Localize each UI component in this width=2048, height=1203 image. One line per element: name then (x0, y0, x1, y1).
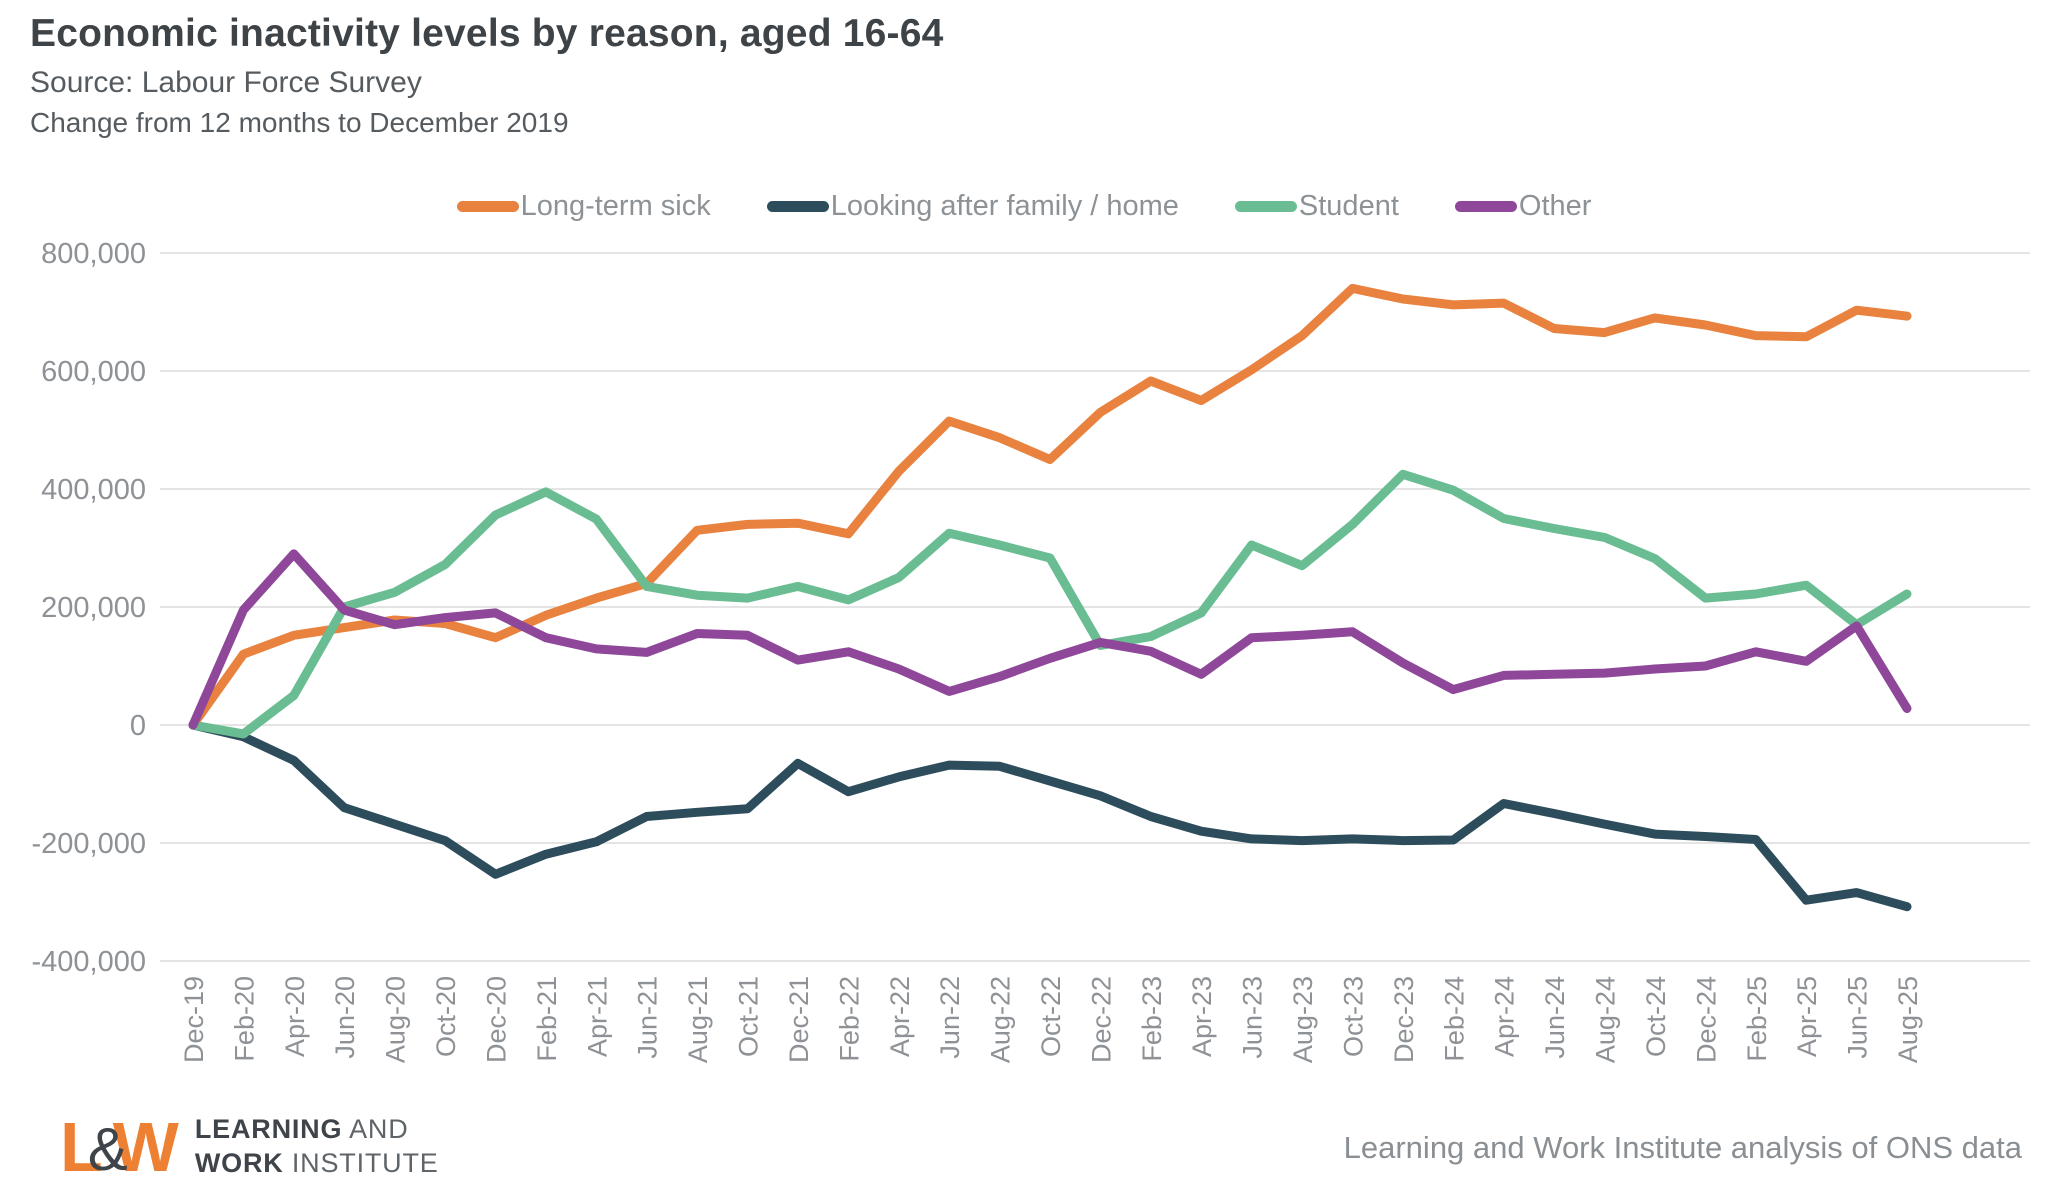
series-line-looking-after-family-home (188, 720, 1912, 912)
x-axis-label: Dec-24 (1691, 976, 1721, 1063)
legend-item-other: Other (1454, 190, 1592, 223)
x-axis-label: Feb-23 (1137, 976, 1167, 1062)
logo-letter-w: W (112, 1108, 179, 1186)
logo-line2-strong: WORK (194, 1148, 284, 1178)
x-axis-label: Oct-23 (1338, 976, 1368, 1057)
y-axis-label: -400,000 (32, 946, 147, 978)
x-axis-label: Jun-25 (1843, 976, 1873, 1059)
x-axis-label: Aug-25 (1893, 976, 1923, 1063)
legend-label: Other (1518, 190, 1592, 222)
x-axis-label: Apr-24 (1490, 976, 1520, 1057)
x-axis-label: Apr-21 (582, 976, 612, 1057)
logo-letter-l: L (60, 1108, 103, 1186)
x-axis-label: Aug-20 (381, 976, 411, 1063)
x-axis-label: Dec-23 (1389, 976, 1419, 1063)
x-axis-label: Apr-23 (1187, 976, 1217, 1057)
x-axis-label: Aug-24 (1591, 976, 1621, 1063)
page-title: Economic inactivity levels by reason, ag… (30, 12, 944, 55)
legend-item-student: Student (1234, 190, 1399, 223)
y-axis-label: -200,000 (32, 828, 147, 860)
y-axis-label: 0 (130, 710, 146, 742)
x-axis-label: Oct-20 (431, 976, 461, 1057)
x-axis-label: Feb-25 (1742, 976, 1772, 1062)
x-axis-label: Apr-20 (280, 976, 310, 1057)
x-axis-label: Apr-25 (1792, 976, 1822, 1057)
y-axis-label: 200,000 (41, 592, 146, 624)
x-axis-label: Feb-21 (532, 976, 562, 1062)
x-axis-label: Aug-21 (683, 976, 713, 1063)
legend-item-looking-after-family-home: Looking after family / home (766, 190, 1179, 223)
y-axis-label: 400,000 (41, 474, 146, 506)
series-line-student (188, 469, 1912, 739)
x-axis-label: Dec-21 (784, 976, 814, 1063)
legend-swatch-long-term-sick (456, 201, 519, 212)
logo-line1-light: AND (342, 1114, 409, 1145)
legend-label: Looking after family / home (830, 190, 1179, 222)
legend-item-long-term-sick: Long-term sick (456, 190, 711, 223)
x-axis-label: Aug-22 (986, 976, 1016, 1063)
y-axis-label: 600,000 (41, 356, 146, 388)
x-axis-label: Aug-23 (1288, 976, 1318, 1063)
x-axis-label: Jun-23 (1238, 976, 1268, 1059)
x-axis-label: Jun-24 (1540, 976, 1570, 1059)
chart-source: Source: Labour Force Survey (30, 66, 422, 99)
logo-wordmark: LEARNING AND WORK INSTITUTE (195, 1113, 439, 1181)
logo-lw-icon: L & W (60, 1112, 179, 1182)
legend-label: Long-term sick (520, 190, 711, 222)
learning-and-work-institute-logo: L & W LEARNING AND WORK INSTITUTE (60, 1112, 439, 1182)
x-axis-label: Oct-22 (1036, 976, 1066, 1057)
x-axis-label: Oct-21 (734, 976, 764, 1057)
x-axis-label: Apr-22 (885, 976, 915, 1057)
x-axis-label: Dec-19 (179, 976, 209, 1063)
logo-line2-light: INSTITUTE (283, 1148, 439, 1178)
series-line-other (188, 549, 1912, 730)
series-line-long-term-sick (188, 283, 1912, 730)
x-axis-label: Jun-21 (633, 976, 663, 1059)
legend-swatch-looking-after-family-home (766, 201, 829, 212)
y-axis-label: 800,000 (41, 238, 146, 270)
chart-legend: Long-term sick Looking after family / hom… (0, 190, 2048, 223)
logo-ampersand: & (87, 1116, 128, 1183)
x-axis-label: Feb-22 (834, 976, 864, 1062)
legend-swatch-student (1234, 201, 1297, 212)
legend-label: Student (1298, 190, 1399, 222)
x-axis-label: Feb-24 (1439, 976, 1469, 1062)
x-axis-label: Oct-24 (1641, 976, 1671, 1057)
x-axis-label: Dec-22 (1086, 976, 1116, 1063)
chart-subtitle: Change from 12 months to December 2019 (30, 107, 569, 138)
x-axis-label: Feb-20 (229, 976, 259, 1062)
attribution-text: Learning and Work Institute analysis of … (1343, 1130, 2022, 1165)
legend-swatch-other (1454, 201, 1517, 212)
x-axis-label: Jun-22 (935, 976, 965, 1059)
x-axis-label: Jun-20 (330, 976, 360, 1059)
x-axis-label: Dec-20 (481, 976, 511, 1063)
logo-line1-strong: LEARNING (194, 1114, 343, 1145)
